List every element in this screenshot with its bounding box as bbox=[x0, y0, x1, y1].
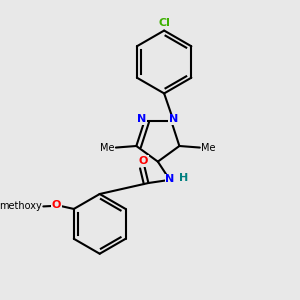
Text: N: N bbox=[169, 114, 178, 124]
Text: Me: Me bbox=[201, 142, 216, 153]
Text: O: O bbox=[139, 156, 148, 166]
Text: Me: Me bbox=[100, 142, 114, 153]
Text: Cl: Cl bbox=[158, 18, 170, 28]
Text: methoxy: methoxy bbox=[0, 201, 42, 212]
Text: N: N bbox=[165, 174, 174, 184]
Text: N: N bbox=[137, 114, 147, 124]
Text: H: H bbox=[178, 173, 188, 183]
Text: O: O bbox=[52, 200, 61, 209]
